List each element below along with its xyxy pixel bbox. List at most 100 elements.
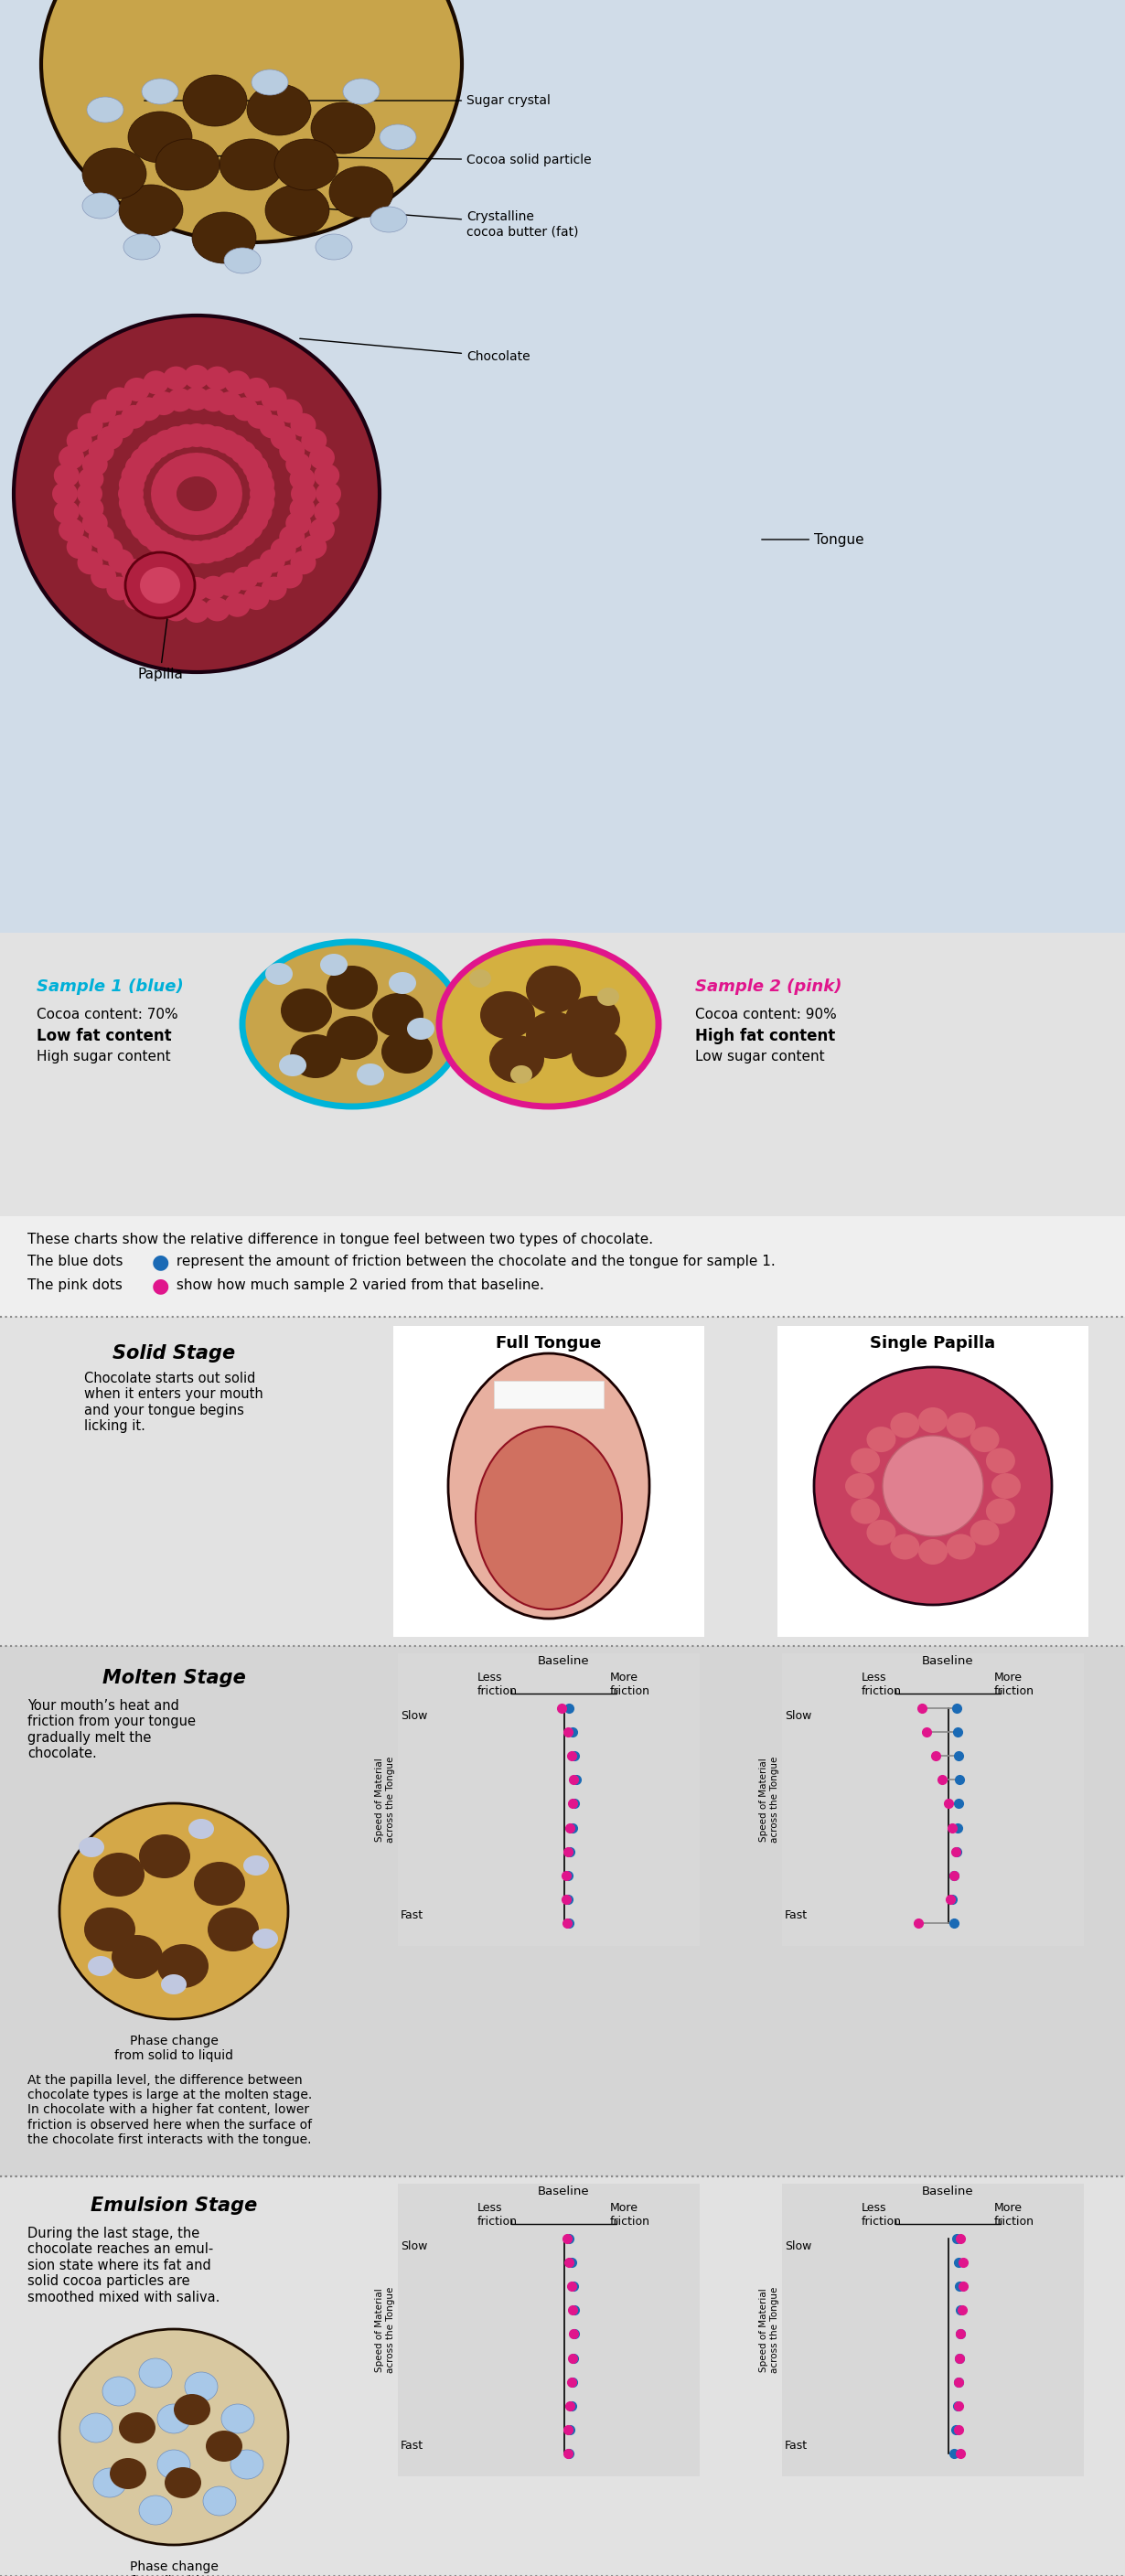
- Ellipse shape: [866, 1427, 896, 1453]
- Ellipse shape: [289, 497, 315, 520]
- Ellipse shape: [206, 2432, 242, 2463]
- Ellipse shape: [137, 523, 163, 546]
- Ellipse shape: [217, 392, 243, 415]
- Ellipse shape: [173, 510, 199, 533]
- Text: Fast: Fast: [785, 1909, 808, 1922]
- Ellipse shape: [237, 515, 263, 541]
- Text: Single Papilla: Single Papilla: [871, 1334, 996, 1352]
- Ellipse shape: [119, 2411, 155, 2445]
- Ellipse shape: [261, 386, 287, 412]
- Ellipse shape: [89, 438, 114, 464]
- Ellipse shape: [946, 1412, 975, 1437]
- Ellipse shape: [866, 1520, 896, 1546]
- Bar: [398, 2184, 700, 2476]
- Ellipse shape: [266, 185, 330, 237]
- Bar: [0, 0, 1125, 933]
- Ellipse shape: [102, 2378, 135, 2406]
- Ellipse shape: [216, 487, 242, 510]
- Bar: [439, 0, 1125, 933]
- Ellipse shape: [233, 397, 258, 420]
- Ellipse shape: [82, 510, 108, 536]
- Ellipse shape: [224, 247, 261, 273]
- Ellipse shape: [260, 549, 285, 572]
- Ellipse shape: [243, 456, 268, 479]
- Ellipse shape: [249, 474, 274, 497]
- Ellipse shape: [124, 234, 160, 260]
- Text: show how much sample 2 varied from that baseline.: show how much sample 2 varied from that …: [172, 1278, 544, 1293]
- Ellipse shape: [124, 379, 150, 402]
- Ellipse shape: [122, 464, 147, 487]
- Ellipse shape: [168, 389, 192, 412]
- Ellipse shape: [249, 492, 274, 515]
- Ellipse shape: [42, 0, 462, 242]
- Text: Speed of Material
across the Tongue: Speed of Material across the Tongue: [375, 2287, 395, 2372]
- Text: Speed of Material
across the Tongue: Speed of Material across the Tongue: [759, 1757, 780, 1842]
- Ellipse shape: [200, 577, 226, 600]
- Ellipse shape: [986, 1448, 1015, 1473]
- Ellipse shape: [370, 206, 407, 232]
- Ellipse shape: [246, 464, 272, 487]
- Ellipse shape: [91, 564, 116, 587]
- Ellipse shape: [154, 495, 180, 518]
- Ellipse shape: [223, 528, 249, 554]
- Ellipse shape: [125, 551, 195, 618]
- Ellipse shape: [54, 464, 80, 487]
- Ellipse shape: [217, 572, 243, 595]
- Ellipse shape: [219, 139, 284, 191]
- Ellipse shape: [158, 2450, 190, 2478]
- Ellipse shape: [597, 987, 619, 1005]
- Ellipse shape: [183, 600, 209, 623]
- Text: Fast: Fast: [785, 2439, 808, 2452]
- Ellipse shape: [151, 482, 177, 505]
- Ellipse shape: [161, 1973, 187, 1994]
- Ellipse shape: [135, 397, 161, 420]
- Ellipse shape: [525, 1012, 581, 1059]
- Ellipse shape: [279, 438, 305, 464]
- Ellipse shape: [199, 507, 224, 531]
- Ellipse shape: [244, 587, 269, 611]
- Ellipse shape: [179, 510, 205, 536]
- Text: During the last stage, the
chocolate reaches an emul-
sion state where its fat a: During the last stage, the chocolate rea…: [27, 2226, 219, 2303]
- Text: Emulsion Stage: Emulsion Stage: [90, 2197, 258, 2215]
- Ellipse shape: [252, 1929, 278, 1947]
- Text: represent the amount of friction between the chocolate and the tongue for sample: represent the amount of friction between…: [172, 1255, 775, 1267]
- Text: ●: ●: [152, 1252, 170, 1270]
- Text: Sugar crystal: Sugar crystal: [144, 95, 550, 108]
- Text: Your mouth’s heat and
friction from your tongue
gradually melt the
chocolate.: Your mouth’s heat and friction from your…: [27, 1700, 196, 1759]
- Text: Speed of Material
across the Tongue: Speed of Material across the Tongue: [375, 1757, 395, 1842]
- Ellipse shape: [883, 1435, 983, 1535]
- Ellipse shape: [315, 482, 341, 505]
- Ellipse shape: [207, 461, 233, 484]
- Ellipse shape: [231, 2450, 263, 2478]
- Ellipse shape: [918, 1406, 947, 1432]
- Bar: [494, 1381, 604, 1409]
- Ellipse shape: [223, 435, 249, 459]
- Ellipse shape: [302, 428, 326, 453]
- Ellipse shape: [261, 577, 287, 600]
- Ellipse shape: [330, 167, 394, 216]
- Ellipse shape: [314, 500, 340, 523]
- Ellipse shape: [163, 598, 189, 621]
- Ellipse shape: [315, 234, 352, 260]
- Text: Slow: Slow: [785, 1710, 811, 1721]
- Ellipse shape: [252, 70, 288, 95]
- Ellipse shape: [242, 943, 462, 1108]
- Ellipse shape: [572, 1030, 627, 1077]
- Text: Less
friction: Less friction: [477, 1672, 518, 1698]
- Ellipse shape: [243, 1855, 269, 1875]
- Ellipse shape: [469, 969, 492, 987]
- Text: Phase change
from solid to liquid: Phase change from solid to liquid: [115, 2035, 233, 2063]
- Ellipse shape: [140, 1834, 190, 1878]
- Bar: [0, 1646, 1125, 2177]
- Ellipse shape: [108, 415, 134, 438]
- Text: Baseline: Baseline: [922, 1656, 974, 1667]
- Ellipse shape: [991, 1473, 1020, 1499]
- Ellipse shape: [290, 551, 316, 574]
- Ellipse shape: [173, 2393, 210, 2424]
- Ellipse shape: [161, 502, 186, 526]
- Ellipse shape: [82, 453, 108, 477]
- Ellipse shape: [246, 500, 272, 523]
- Ellipse shape: [130, 515, 156, 541]
- Ellipse shape: [184, 2372, 217, 2401]
- Ellipse shape: [119, 474, 144, 497]
